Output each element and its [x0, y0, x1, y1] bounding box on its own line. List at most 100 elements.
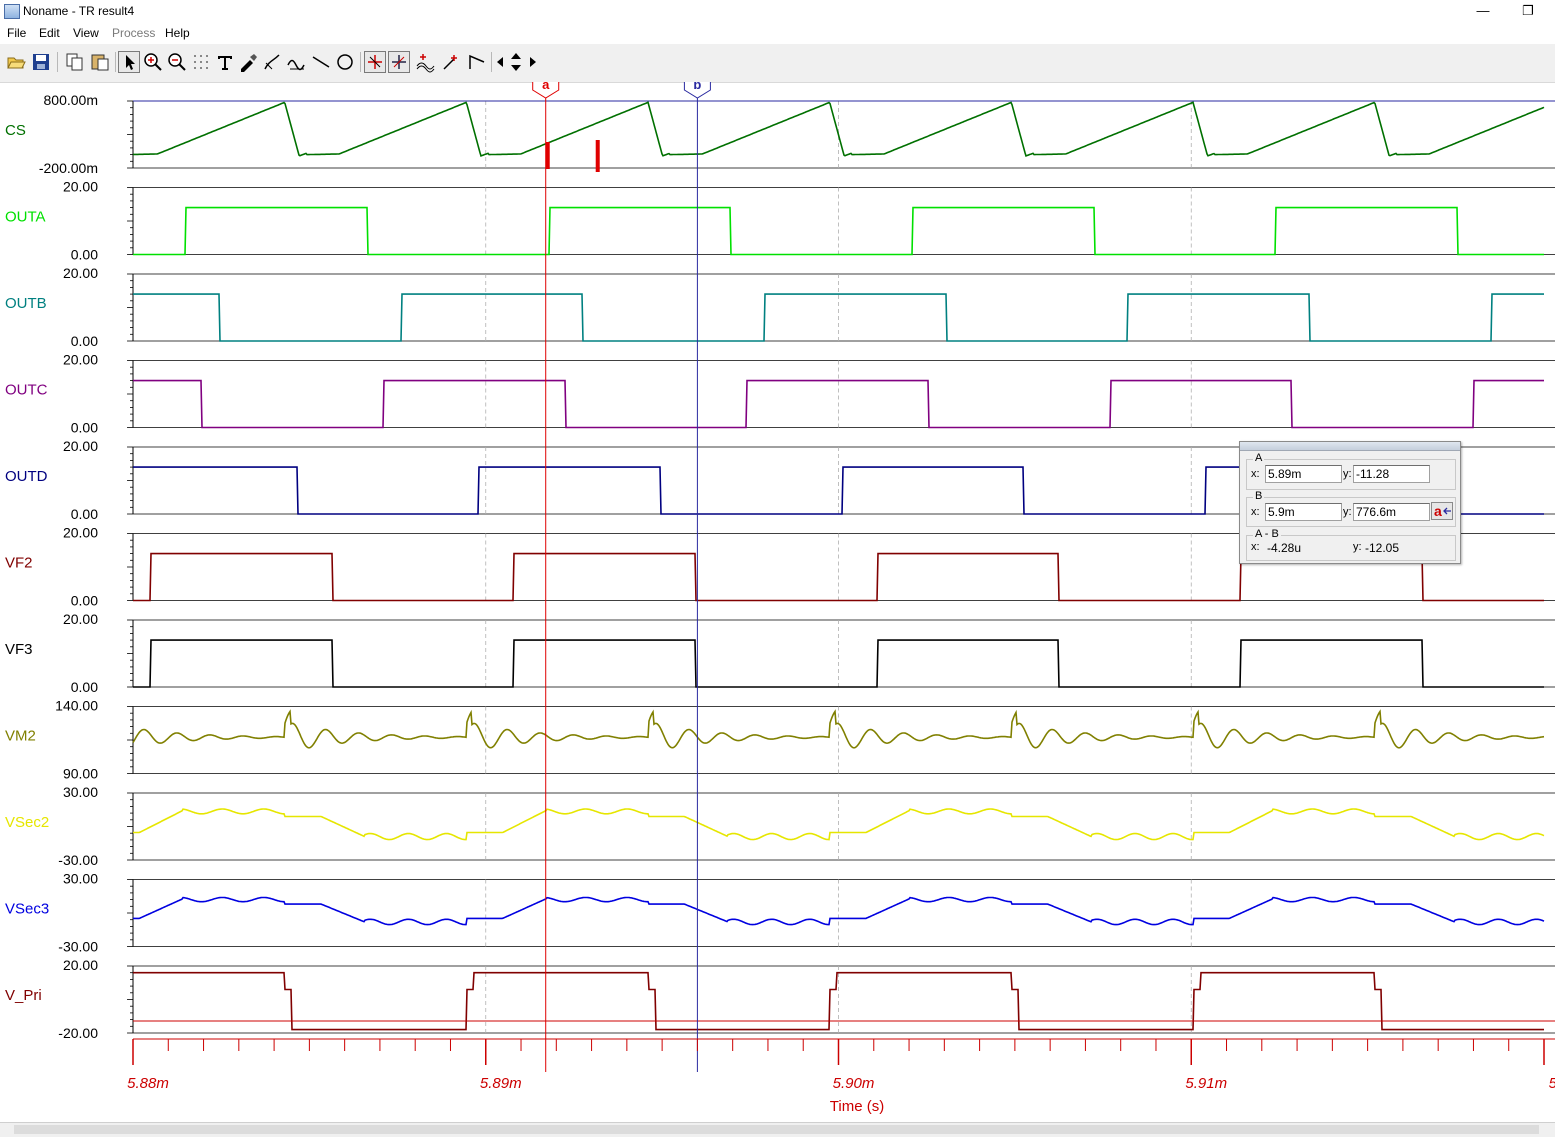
cursor-b-button[interactable] [388, 51, 410, 73]
scroll-left-button[interactable] [494, 51, 506, 73]
a-y-label: y: [1343, 468, 1352, 480]
paste-button[interactable] [89, 51, 111, 73]
horizontal-scrollbar[interactable] [0, 1122, 1555, 1137]
series-name: OUTA [5, 209, 46, 226]
menu-edit[interactable]: Edit [39, 26, 60, 40]
y-max-label: 20.00 [63, 179, 98, 195]
marker-button[interactable] [440, 51, 462, 73]
wave-button[interactable] [286, 51, 308, 73]
toolbar-separator [57, 52, 58, 72]
paste-icon [91, 54, 109, 71]
cursor-readout-panel[interactable]: A x: 5.89m y: -11.28 B x: 5.9m y: 776.6m… [1239, 441, 1461, 564]
b-y-label: y: [1343, 506, 1352, 518]
y-min-label: 90.00 [63, 766, 98, 782]
add-curve-button[interactable] [414, 51, 436, 73]
y-max-label: 20.00 [63, 265, 98, 281]
pointer-button[interactable] [118, 51, 140, 73]
time-tick-label: 5.91m [1185, 1075, 1227, 1092]
diff-title: A - B [1253, 528, 1281, 540]
y-max-label: 800.00m [44, 92, 98, 108]
time-tick-label: 5.90m [833, 1075, 875, 1092]
scrollbar-thumb[interactable] [14, 1125, 1539, 1134]
trace-cs[interactable] [133, 101, 1545, 157]
grid-icon [194, 55, 208, 69]
scroll-right-button[interactable] [527, 51, 541, 73]
series-name: V_Pri [5, 987, 42, 1004]
series-name: OUTC [5, 382, 48, 399]
trace-vm2[interactable] [132, 709, 1545, 749]
menu-bar: File Edit View Process Help [0, 23, 1555, 43]
text-button[interactable] [214, 51, 236, 73]
zoom-fit-button[interactable] [166, 51, 188, 73]
trace-vf3[interactable] [133, 639, 1544, 688]
trace-outc[interactable] [133, 379, 1544, 429]
y-max-label: 20.00 [63, 525, 98, 541]
trace-vsec3[interactable] [133, 896, 1545, 926]
y-min-label: -200.00m [39, 160, 98, 176]
a-x-field[interactable]: 5.89m [1265, 465, 1342, 483]
open-button[interactable] [5, 51, 27, 73]
menu-file[interactable]: File [7, 26, 27, 40]
waveform-plot-area[interactable]: CS 800.00m -200.00m OUTA 20.00 0.00 OUTB 20.00 0… [0, 82, 1555, 1122]
trace-vsec2[interactable] [133, 808, 1545, 841]
trace-outb[interactable] [133, 293, 1544, 342]
save-button[interactable] [30, 51, 52, 73]
grid-button[interactable] [190, 51, 212, 73]
swap-cursor-button[interactable]: a [1431, 502, 1453, 520]
b-x-label: x: [1251, 506, 1260, 518]
cursor-a-handle[interactable] [532, 82, 560, 99]
series-name: OUTD [5, 468, 48, 485]
time-tick-label: 5.9 [1549, 1075, 1555, 1092]
y-max-label: 30.00 [63, 871, 98, 887]
copy-button[interactable] [64, 51, 86, 73]
waveform-chart[interactable]: CS 800.00m -200.00m OUTA 20.00 0.00 OUTB 20.00 0… [0, 82, 1555, 1122]
cursor-a-button[interactable] [364, 51, 386, 73]
menu-view[interactable]: View [73, 26, 99, 40]
ramp-icon [469, 54, 485, 69]
y-max-label: 20.00 [63, 438, 98, 454]
menu-process[interactable]: Process [112, 26, 156, 40]
zoom-fit-icon [168, 53, 186, 71]
trace-v_pri[interactable] [133, 971, 1544, 1031]
y-min-label: 0.00 [71, 247, 98, 263]
circle-button[interactable] [334, 51, 356, 73]
circle-icon [337, 54, 353, 70]
trace-outa[interactable] [133, 206, 1544, 256]
curve-button[interactable] [262, 51, 284, 73]
pen-button[interactable] [238, 51, 260, 73]
y-max-label: 30.00 [63, 784, 98, 800]
cursor-a-group: A x: 5.89m y: -11.28 [1246, 452, 1456, 490]
restore-button[interactable]: ❐ [1522, 3, 1534, 18]
up-down-arrow-icon [511, 53, 521, 71]
b-x-field[interactable]: 5.9m [1265, 503, 1342, 521]
pen-icon [241, 54, 257, 72]
cursor-b-marker: b [693, 82, 701, 92]
y-min-label: 0.00 [71, 333, 98, 349]
wave-icon [287, 59, 305, 71]
text-icon [218, 56, 232, 70]
series-name: VF3 [5, 641, 33, 658]
series-name: VM2 [5, 728, 36, 745]
zoom-in-button[interactable] [142, 51, 164, 73]
a-y-field[interactable]: -11.28 [1353, 465, 1430, 483]
swap-arrow-icon: a [1434, 503, 1451, 519]
diff-y-label: y: [1353, 541, 1362, 553]
y-min-label: 0.00 [71, 679, 98, 695]
scroll-vertical-button[interactable] [507, 51, 525, 73]
y-min-label: 0.00 [71, 593, 98, 609]
zoom-in-icon [144, 53, 162, 71]
panel-caption[interactable] [1240, 442, 1460, 451]
y-min-label: -20.00 [58, 1025, 98, 1041]
ramp-button[interactable] [466, 51, 488, 73]
pointer-icon [126, 55, 135, 70]
series-name: VSec3 [5, 901, 49, 918]
toolbar-separator [115, 52, 116, 72]
toolbar-separator [491, 52, 492, 72]
cursor-b-icon [392, 55, 406, 69]
b-y-field[interactable]: 776.6m [1353, 503, 1430, 521]
minimize-button[interactable]: — [1476, 3, 1490, 18]
cursor-b-handle[interactable] [683, 82, 711, 99]
series-name: VSec2 [5, 814, 49, 831]
line-button[interactable] [310, 51, 332, 73]
menu-help[interactable]: Help [165, 26, 190, 40]
